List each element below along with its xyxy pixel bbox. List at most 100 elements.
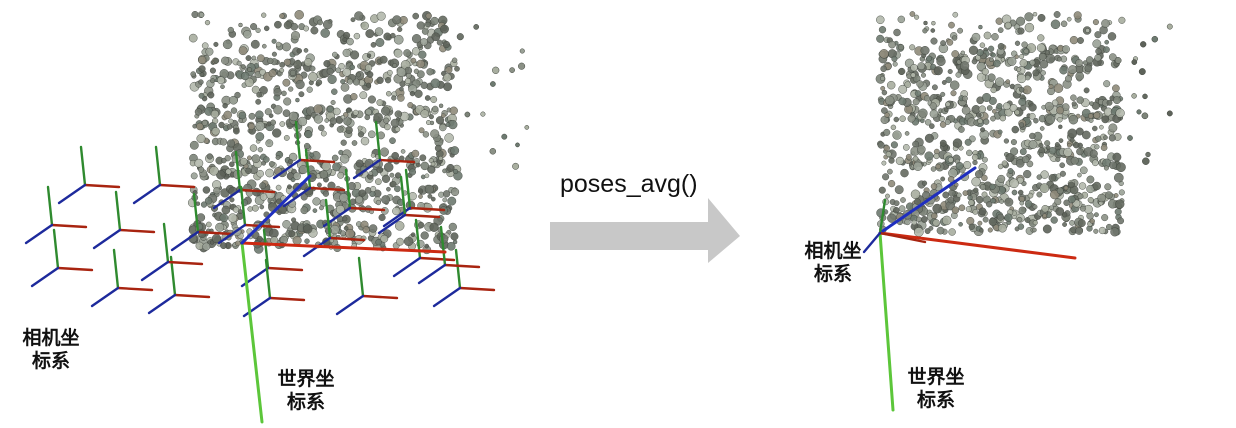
cloud-point xyxy=(243,30,252,39)
cloud-point xyxy=(354,11,364,21)
cloud-point xyxy=(971,176,981,187)
cloud-point xyxy=(350,50,360,60)
cloud-point xyxy=(407,102,414,109)
cloud-point xyxy=(887,179,896,188)
cloud-point xyxy=(364,64,373,72)
cloud-point xyxy=(393,48,403,58)
cloud-point xyxy=(225,168,232,175)
cloud-point xyxy=(1027,192,1034,199)
cloud-point xyxy=(1063,147,1073,157)
cloud-point xyxy=(403,236,414,247)
cloud-point xyxy=(1087,196,1094,204)
cloud-point xyxy=(445,66,453,74)
cloud-point xyxy=(1064,75,1073,83)
cloud-point xyxy=(1136,109,1142,115)
cloud-point xyxy=(239,157,248,166)
cloud-point xyxy=(303,142,311,150)
cloud-point xyxy=(959,61,970,71)
cloud-point xyxy=(313,114,323,124)
camera-z-axis xyxy=(170,230,200,252)
cloud-point xyxy=(384,77,392,84)
cloud-point xyxy=(920,45,930,56)
cloud-point xyxy=(1131,59,1138,65)
cloud-point xyxy=(1069,220,1075,226)
cloud-point xyxy=(422,131,430,138)
cloud-point xyxy=(1114,208,1122,216)
cloud-point xyxy=(420,231,429,240)
cloud-point xyxy=(340,83,350,92)
cloud-point xyxy=(416,70,425,79)
cloud-point xyxy=(322,19,333,30)
cloud-point xyxy=(501,133,508,140)
cloud-point xyxy=(283,134,290,141)
cloud-point xyxy=(1063,185,1069,191)
cloud-point xyxy=(425,12,432,20)
cloud-point xyxy=(1092,19,1099,26)
cloud-point xyxy=(375,238,382,246)
cloud-point xyxy=(892,61,898,67)
cloud-point xyxy=(882,173,890,181)
cloud-point xyxy=(304,130,313,139)
cloud-point xyxy=(272,128,282,138)
cloud-point xyxy=(345,228,355,239)
cloud-point xyxy=(278,205,287,214)
cloud-point xyxy=(430,78,441,89)
cloud-point xyxy=(271,38,277,44)
cloud-point xyxy=(194,158,204,168)
cloud-point xyxy=(911,219,917,226)
cloud-point xyxy=(1045,145,1051,151)
camera-y-axis xyxy=(114,190,122,232)
cloud-point xyxy=(364,114,371,121)
cloud-point xyxy=(966,216,975,226)
world-y-axis xyxy=(878,231,895,412)
cloud-point xyxy=(932,203,943,214)
cloud-point xyxy=(381,106,391,116)
cloud-point xyxy=(202,186,211,194)
cloud-point xyxy=(1073,11,1082,20)
cloud-point xyxy=(1089,101,1094,106)
cloud-point xyxy=(878,186,886,194)
cloud-point xyxy=(1118,16,1126,24)
camera-y-axis xyxy=(154,145,162,187)
cloud-point xyxy=(1089,149,1098,158)
cloud-point xyxy=(256,235,263,242)
cloud-point xyxy=(221,157,227,164)
cloud-point xyxy=(1117,217,1125,225)
cloud-point xyxy=(442,197,448,203)
cloud-point xyxy=(418,50,427,59)
cloud-point xyxy=(1038,52,1047,61)
cloud-point xyxy=(1033,117,1039,124)
cloud-point xyxy=(319,205,324,211)
cloud-point xyxy=(1032,11,1038,17)
cloud-point xyxy=(198,12,205,18)
cloud-point xyxy=(952,138,963,148)
cloud-point xyxy=(391,95,397,101)
world-x-axis xyxy=(878,231,1077,260)
cloud-point xyxy=(912,155,919,162)
cloud-point xyxy=(1145,151,1151,158)
cloud-point xyxy=(1023,48,1029,55)
camera-y-axis xyxy=(374,120,382,162)
cloud-point xyxy=(1099,124,1104,130)
cloud-point xyxy=(1048,83,1054,90)
cloud-point xyxy=(188,33,198,43)
cloud-point xyxy=(1028,103,1037,112)
cloud-point xyxy=(1067,128,1078,139)
cloud-point xyxy=(201,42,209,50)
cloud-point xyxy=(1107,32,1117,41)
cloud-point xyxy=(887,168,893,175)
cloud-point xyxy=(213,41,219,47)
cloud-point xyxy=(1062,45,1070,54)
cloud-point xyxy=(330,224,340,235)
cloud-point xyxy=(1092,181,1102,191)
cloud-point xyxy=(384,123,391,131)
cloud-point xyxy=(519,48,525,54)
camera-x-axis xyxy=(238,188,276,194)
cloud-point xyxy=(1077,219,1086,228)
camera-y-axis xyxy=(304,148,312,190)
cloud-point xyxy=(891,55,898,62)
cloud-point xyxy=(219,213,229,223)
cloud-point xyxy=(950,90,957,97)
camera-y-axis xyxy=(46,185,54,227)
cloud-point xyxy=(261,43,267,49)
